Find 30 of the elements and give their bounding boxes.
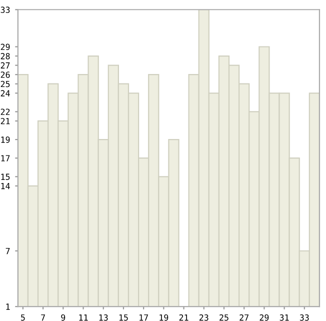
y-tick-label: 28 xyxy=(0,53,10,60)
y-tick-label: 26 xyxy=(0,72,10,78)
y-tick-label: 21 xyxy=(0,118,10,124)
x-tick-label: 21 xyxy=(179,314,188,321)
x-tick-label: 33 xyxy=(300,314,309,321)
x-tick-label: 15 xyxy=(119,314,128,321)
y-tick-label: 7 xyxy=(6,248,10,254)
y-tick-label: 27 xyxy=(0,62,10,68)
x-tick-label: 25 xyxy=(220,314,228,321)
y-tick-label: 1 xyxy=(6,304,10,310)
y-tick-label: 15 xyxy=(1,174,10,180)
x-tick-label: 23 xyxy=(199,314,208,321)
x-tick-label: 31 xyxy=(280,314,289,321)
y-tick-label: 24 xyxy=(0,90,10,96)
x-tick-label: 9 xyxy=(61,314,66,321)
x-tick-label: 7 xyxy=(41,314,45,321)
y-tick-label: 25 xyxy=(0,80,10,88)
y-tick-label: 14 xyxy=(1,183,10,190)
y-tick-label: 33 xyxy=(0,6,10,13)
y-tick-label: 17 xyxy=(1,155,10,162)
y-tick-label: 19 xyxy=(1,136,10,143)
x-tick-label: 17 xyxy=(140,314,148,321)
y-tick-label: 29 xyxy=(0,44,10,50)
x-tick-label: 27 xyxy=(240,314,248,321)
x-tick-label: 13 xyxy=(99,314,108,321)
x-tick-label: 11 xyxy=(79,314,88,321)
x-tick-label: 5 xyxy=(21,314,25,321)
x-tick-label: 19 xyxy=(160,314,168,321)
x-tick-label: 29 xyxy=(260,314,269,321)
y-tick-label: 22 xyxy=(0,108,10,115)
